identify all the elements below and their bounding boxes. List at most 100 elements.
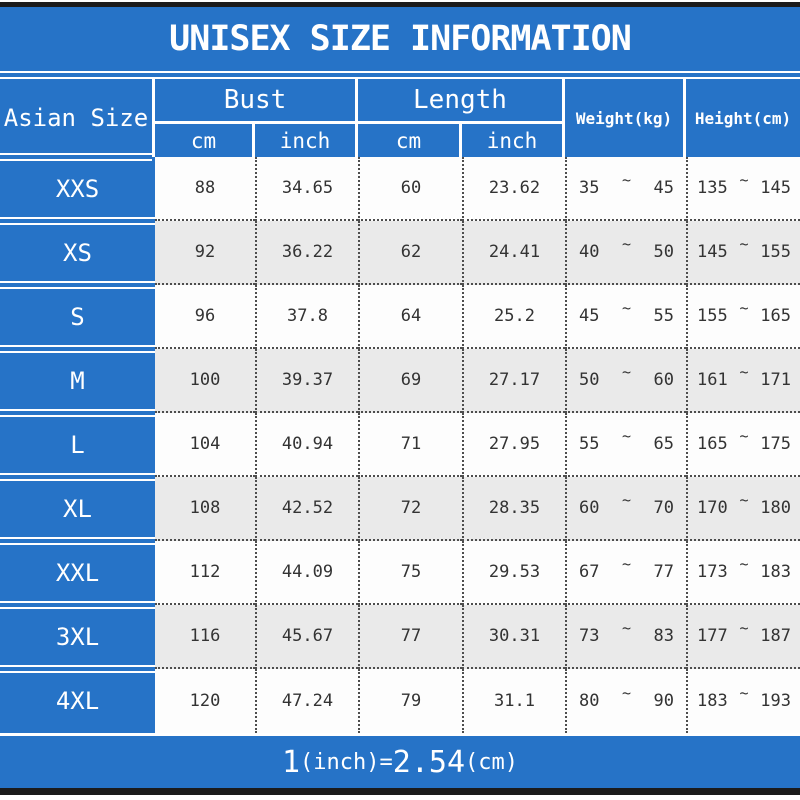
size-label: M bbox=[0, 349, 155, 417]
length-inch-value: 28.35 bbox=[462, 477, 565, 541]
bust-inch-value: 34.65 bbox=[255, 157, 358, 221]
size-label: XXL bbox=[0, 541, 155, 609]
height-max: 187 bbox=[760, 626, 791, 646]
table-row-xs: XS 92 36.22 62 24.41 40 ~50 145 ~155 bbox=[0, 221, 800, 289]
table-row-s: S 96 37.8 64 25.2 45 ~55 155 ~165 bbox=[0, 285, 800, 353]
length-cm-value: 79 bbox=[358, 669, 462, 733]
bust-cm-value: 88 bbox=[155, 157, 255, 221]
conversion-unit-inch: (inch) bbox=[300, 749, 380, 775]
weight-min: 60 bbox=[579, 498, 600, 518]
weight-max: 55 bbox=[653, 306, 674, 326]
weight-max: 65 bbox=[653, 434, 674, 454]
weight-range: 60 ~70 bbox=[565, 477, 686, 541]
table-row-xl: XL 108 42.52 72 28.35 60 ~70 170 ~180 bbox=[0, 477, 800, 545]
weight-range: 35 ~45 bbox=[565, 157, 686, 221]
height-range: 183 ~193 bbox=[686, 669, 800, 733]
length-inch-value: 30.31 bbox=[462, 605, 565, 669]
tilde-separator: ~ bbox=[621, 491, 632, 509]
header-bust-cm: cm bbox=[155, 124, 252, 157]
size-label: 3XL bbox=[0, 605, 155, 673]
header-weight: Weight(kg) bbox=[565, 79, 683, 157]
conversion-value-inch: 1 bbox=[281, 744, 301, 780]
table-body: XXS 88 34.65 60 23.62 35 ~45 135 ~145 XS 9… bbox=[0, 157, 800, 733]
height-max: 171 bbox=[760, 370, 791, 390]
table-row-xxs: XXS 88 34.65 60 23.62 35 ~45 135 ~145 bbox=[0, 157, 800, 225]
tilde-separator: ~ bbox=[621, 427, 632, 445]
page-title: UNISEX SIZE INFORMATION bbox=[0, 7, 800, 71]
bust-cm-value: 116 bbox=[155, 605, 255, 669]
bust-cm-value: 104 bbox=[155, 413, 255, 477]
bust-inch-value: 39.37 bbox=[255, 349, 358, 413]
tilde-separator: ~ bbox=[739, 299, 749, 317]
height-min: 145 bbox=[697, 242, 728, 262]
height-range: 161 ~171 bbox=[686, 349, 800, 413]
height-max: 145 bbox=[760, 178, 791, 198]
table-row-xxl: XXL 112 44.09 75 29.53 67 ~77 173 ~183 bbox=[0, 541, 800, 609]
weight-min: 55 bbox=[579, 434, 600, 454]
weight-min: 73 bbox=[579, 626, 600, 646]
tilde-separator: ~ bbox=[621, 235, 632, 253]
length-inch-value: 23.62 bbox=[462, 157, 565, 221]
header-bust-inch: inch bbox=[255, 124, 355, 157]
bust-cm-value: 100 bbox=[155, 349, 255, 413]
length-cm-value: 72 bbox=[358, 477, 462, 541]
height-range: 165 ~175 bbox=[686, 413, 800, 477]
tilde-separator: ~ bbox=[739, 171, 749, 189]
height-range: 173 ~183 bbox=[686, 541, 800, 605]
table-row-4xl: 4XL 120 47.24 79 31.1 80 ~90 183 ~193 bbox=[0, 669, 800, 733]
bust-cm-value: 120 bbox=[155, 669, 255, 733]
bust-cm-value: 92 bbox=[155, 221, 255, 285]
size-label: 4XL bbox=[0, 669, 155, 733]
weight-max: 60 bbox=[653, 370, 674, 390]
height-range: 145 ~155 bbox=[686, 221, 800, 285]
size-label: S bbox=[0, 285, 155, 353]
tilde-separator: ~ bbox=[621, 363, 632, 381]
title-divider bbox=[0, 71, 800, 79]
table-header: Asian Size Bust Length cm inch cm inch W… bbox=[0, 79, 800, 161]
weight-min: 40 bbox=[579, 242, 600, 262]
length-inch-value: 27.17 bbox=[462, 349, 565, 413]
height-min: 183 bbox=[697, 691, 728, 711]
height-min: 161 bbox=[697, 370, 728, 390]
tilde-separator: ~ bbox=[739, 427, 749, 445]
weight-min: 35 bbox=[579, 178, 600, 198]
height-min: 135 bbox=[697, 178, 728, 198]
table-row-m: M 100 39.37 69 27.17 50 ~60 161 ~171 bbox=[0, 349, 800, 417]
height-min: 165 bbox=[697, 434, 728, 454]
length-inch-value: 29.53 bbox=[462, 541, 565, 605]
weight-max: 90 bbox=[653, 691, 674, 711]
weight-range: 40 ~50 bbox=[565, 221, 686, 285]
tilde-separator: ~ bbox=[621, 299, 632, 317]
length-cm-value: 77 bbox=[358, 605, 462, 669]
tilde-separator: ~ bbox=[739, 619, 749, 637]
weight-max: 70 bbox=[653, 498, 674, 518]
header-length: Length bbox=[358, 79, 562, 121]
tilde-separator: ~ bbox=[621, 171, 632, 189]
length-cm-value: 64 bbox=[358, 285, 462, 349]
weight-max: 83 bbox=[653, 626, 674, 646]
header-height: Height(cm) bbox=[686, 79, 800, 157]
size-label: L bbox=[0, 413, 155, 481]
weight-range: 67 ~77 bbox=[565, 541, 686, 605]
length-inch-value: 27.95 bbox=[462, 413, 565, 477]
weight-min: 67 bbox=[579, 562, 600, 582]
top-edge-bar bbox=[0, 2, 800, 7]
tilde-separator: ~ bbox=[739, 491, 749, 509]
tilde-separator: ~ bbox=[621, 555, 632, 573]
bust-cm-value: 112 bbox=[155, 541, 255, 605]
header-length-inch: inch bbox=[462, 124, 562, 157]
conversion-value-cm: 2.54 bbox=[392, 744, 466, 780]
length-cm-value: 75 bbox=[358, 541, 462, 605]
height-min: 173 bbox=[697, 562, 728, 582]
bust-inch-value: 42.52 bbox=[255, 477, 358, 541]
weight-max: 45 bbox=[653, 178, 674, 198]
length-cm-value: 62 bbox=[358, 221, 462, 285]
weight-max: 77 bbox=[653, 562, 674, 582]
tilde-separator: ~ bbox=[739, 684, 749, 702]
height-min: 177 bbox=[697, 626, 728, 646]
weight-range: 50 ~60 bbox=[565, 349, 686, 413]
table-row-3xl: 3XL 116 45.67 77 30.31 73 ~83 177 ~187 bbox=[0, 605, 800, 673]
bust-inch-value: 40.94 bbox=[255, 413, 358, 477]
height-max: 155 bbox=[760, 242, 791, 262]
height-range: 135 ~145 bbox=[686, 157, 800, 221]
